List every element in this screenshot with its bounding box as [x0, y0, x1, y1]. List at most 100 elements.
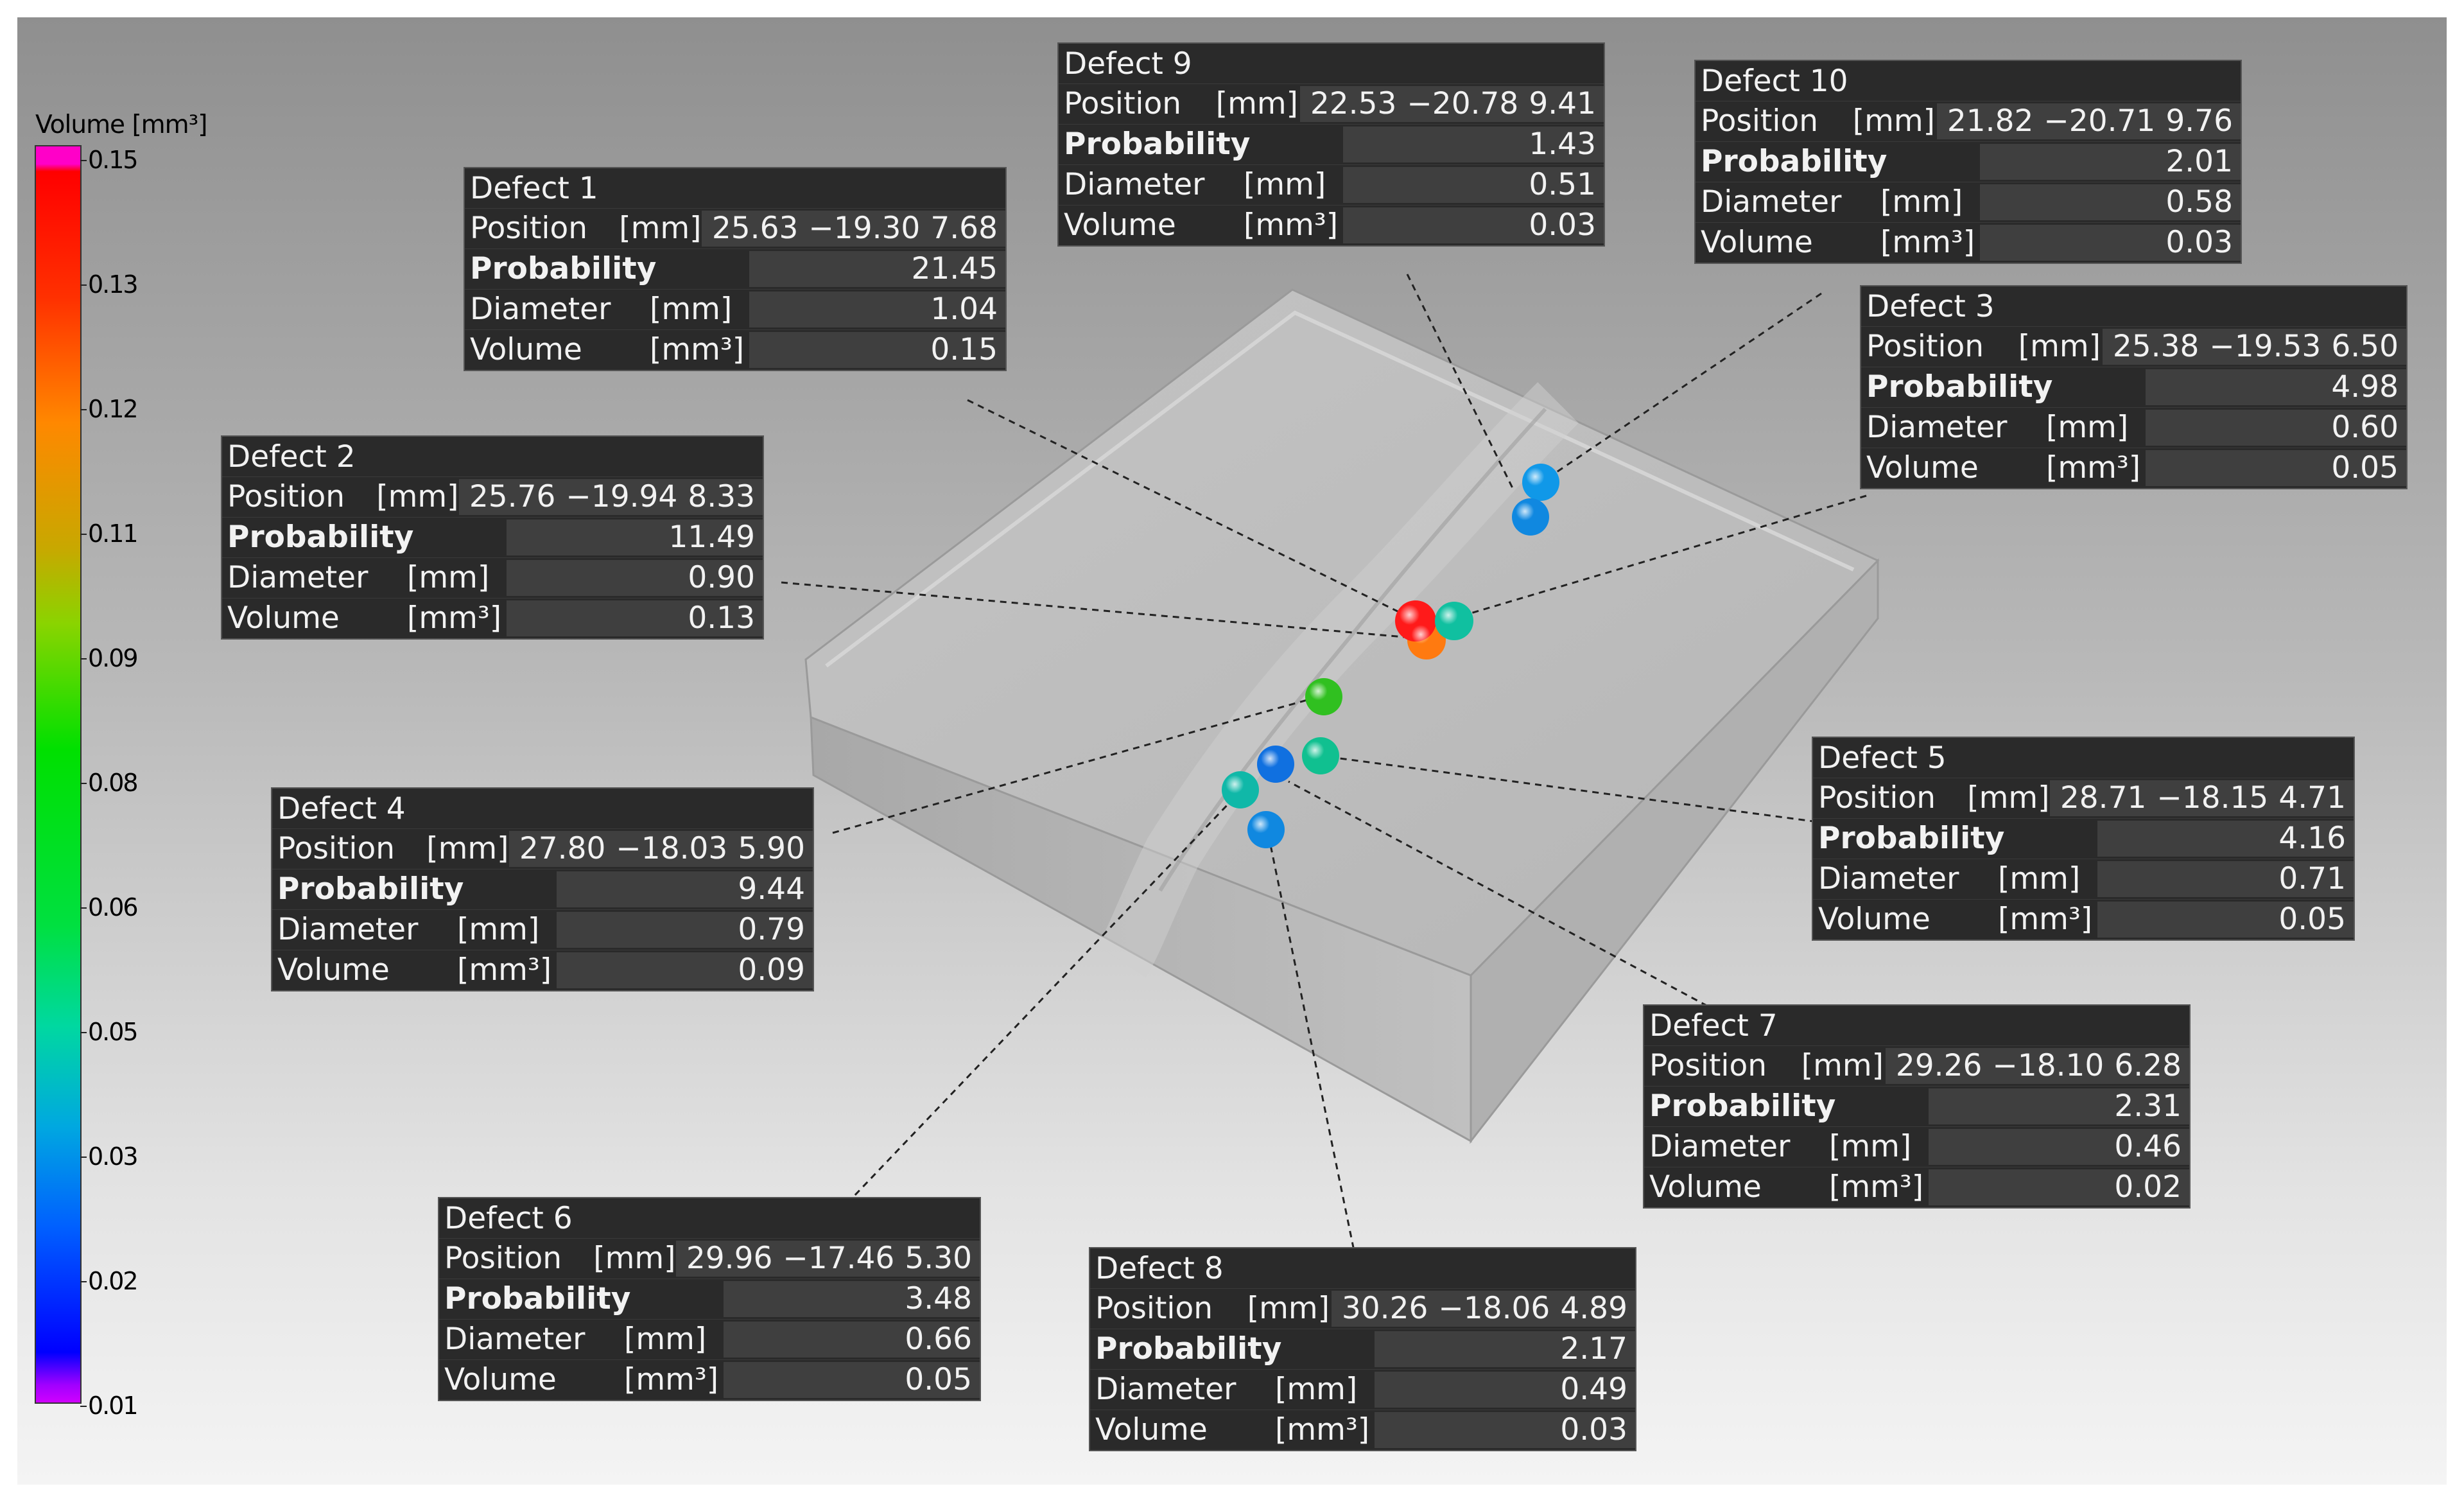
defect-box-1[interactable]: Defect 1 Position [mm] 25.63 −19.30 7.68 Pro… [464, 167, 1007, 371]
volume-value: 0.02 [1929, 1169, 2189, 1205]
volume-value: 0.13 [507, 600, 763, 636]
diameter-label: Diameter [1866, 410, 2008, 445]
probability-value: 4.98 [2146, 369, 2406, 405]
unit-label: [mm] [593, 1241, 676, 1276]
probability-value: 9.44 [557, 871, 813, 907]
position-label: Position [1095, 1291, 1213, 1326]
defect-title: Defect 3 [1866, 289, 1995, 324]
position-value: 22.53 −20.78 9.41 [1299, 86, 1604, 122]
diameter-value: 0.60 [2146, 410, 2406, 446]
diameter-label: Diameter [1649, 1129, 1791, 1164]
unit-label: [mm] [1244, 167, 1326, 202]
position-value: 25.76 −19.94 8.33 [458, 479, 763, 515]
unit-label: [mm³] [407, 600, 502, 636]
defect-title: Defect 4 [277, 791, 406, 826]
diameter-value: 1.04 [749, 292, 1005, 327]
unit-label: [mm] [1967, 780, 2050, 816]
diameter-label: Diameter [1064, 167, 1205, 202]
probability-label: Probability [1866, 369, 2053, 405]
probability-value: 2.17 [1375, 1331, 1635, 1367]
defect-box-10[interactable]: Defect 10 Position [mm] 21.82 −20.71 9.76 Pr… [1694, 60, 2242, 264]
volume-value: 0.05 [2097, 902, 2354, 938]
probability-value: 3.48 [724, 1281, 980, 1317]
unit-label: [mm³] [2046, 450, 2141, 485]
volume-label: Volume [1866, 450, 1979, 485]
diameter-value: 0.58 [1980, 184, 2241, 220]
defect-title: Defect 5 [1818, 740, 1947, 776]
position-label: Position [470, 211, 587, 246]
volume-value: 0.03 [1343, 207, 1604, 243]
legend-tick: 0.02 [80, 1267, 139, 1295]
legend-tick: 0.15 [80, 146, 139, 174]
legend-tick: 0.09 [80, 644, 139, 672]
unit-label: [mm] [407, 560, 490, 595]
defect-title: Defect 6 [444, 1201, 573, 1236]
defect-title: Defect 1 [470, 171, 598, 206]
diameter-label: Diameter [1095, 1372, 1236, 1407]
position-value: 25.38 −19.53 6.50 [2102, 329, 2406, 365]
unit-label: [mm] [1247, 1291, 1330, 1326]
defect-box-2[interactable]: Defect 2 Position [mm] 25.76 −19.94 8.33 Pro… [221, 435, 764, 640]
unit-label: [mm] [2018, 329, 2101, 364]
unit-label: [mm] [2046, 410, 2129, 445]
unit-label: [mm] [1801, 1048, 1884, 1083]
legend-title: Volume [mm³] [35, 110, 207, 139]
defect-box-4[interactable]: Defect 4 Position [mm] 27.80 −18.03 5.90 Pro… [271, 787, 814, 991]
3d-viewport[interactable]: Volume [mm³] 0.15 0.13 0.12 0.11 0.09 0.… [17, 17, 2447, 1485]
diameter-label: Diameter [1701, 184, 1842, 220]
legend-tick: 0.13 [80, 270, 139, 299]
volume-value: 0.03 [1375, 1412, 1635, 1448]
position-value: 21.82 −20.71 9.76 [1936, 103, 2241, 139]
position-value: 29.26 −18.10 6.28 [1885, 1048, 2189, 1084]
unit-label: [mm] [1880, 184, 1963, 220]
scene-canvas[interactable] [17, 17, 2447, 1485]
position-label: Position [444, 1241, 562, 1276]
unit-label: [mm³] [1275, 1412, 1370, 1447]
unit-label: [mm³] [1829, 1169, 1924, 1205]
position-value: 27.80 −18.03 5.90 [508, 831, 813, 867]
probability-value: 1.43 [1343, 127, 1604, 162]
diameter-value: 0.66 [724, 1322, 980, 1358]
position-label: Position [227, 479, 345, 514]
volume-value: 0.15 [749, 332, 1005, 368]
defect-box-9[interactable]: Defect 9 Position [mm] 22.53 −20.78 9.41 Pro… [1057, 42, 1605, 247]
volume-label: Volume [470, 332, 582, 367]
volume-colorbar [35, 145, 82, 1404]
volume-label: Volume [1818, 902, 1930, 937]
volume-value: 0.03 [1980, 225, 2241, 261]
defect-title: Defect 9 [1064, 46, 1192, 82]
unit-label: [mm³] [650, 332, 745, 367]
probability-label: Probability [1818, 821, 2005, 856]
diameter-value: 0.49 [1375, 1372, 1635, 1408]
unit-label: [mm³] [1998, 902, 2093, 937]
defect-box-8[interactable]: Defect 8 Position [mm] 30.26 −18.06 4.89 Pro… [1089, 1247, 1636, 1451]
probability-value: 4.16 [2097, 821, 2354, 857]
defect-box-5[interactable]: Defect 5 Position [mm] 28.71 −18.15 4.71 Pro… [1812, 737, 2355, 941]
diameter-label: Diameter [444, 1322, 586, 1357]
volume-label: Volume [444, 1362, 557, 1397]
diameter-value: 0.79 [557, 912, 813, 948]
unit-label: [mm] [376, 479, 459, 514]
legend-tick: 0.05 [80, 1018, 139, 1046]
defect-spheres[interactable] [1222, 464, 1559, 848]
defect-title: Defect 10 [1701, 64, 1848, 99]
defect-box-7[interactable]: Defect 7 Position [mm] 29.26 −18.10 6.28 Pro… [1643, 1004, 2191, 1209]
diameter-value: 0.90 [507, 560, 763, 596]
probability-label: Probability [1064, 127, 1251, 162]
probability-value: 2.01 [1980, 144, 2241, 180]
diameter-value: 0.51 [1343, 167, 1604, 203]
probability-label: Probability [1701, 144, 1887, 179]
specimen-block [804, 288, 1880, 1144]
probability-value: 11.49 [507, 520, 763, 555]
unit-label: [mm³] [1880, 225, 1975, 260]
unit-label: [mm] [1829, 1129, 1912, 1164]
unit-label: [mm] [619, 211, 702, 246]
defect-box-3[interactable]: Defect 3 Position [mm] 25.38 −19.53 6.50 Pro… [1860, 285, 2408, 489]
defect-box-6[interactable]: Defect 6 Position [mm] 29.96 −17.46 5.30 Pro… [438, 1197, 981, 1401]
probability-label: Probability [444, 1281, 631, 1316]
unit-label: [mm³] [624, 1362, 719, 1397]
volume-label: Volume [227, 600, 340, 636]
legend-tick: 0.06 [80, 893, 139, 921]
probability-label: Probability [227, 520, 414, 555]
unit-label: [mm³] [457, 952, 552, 988]
